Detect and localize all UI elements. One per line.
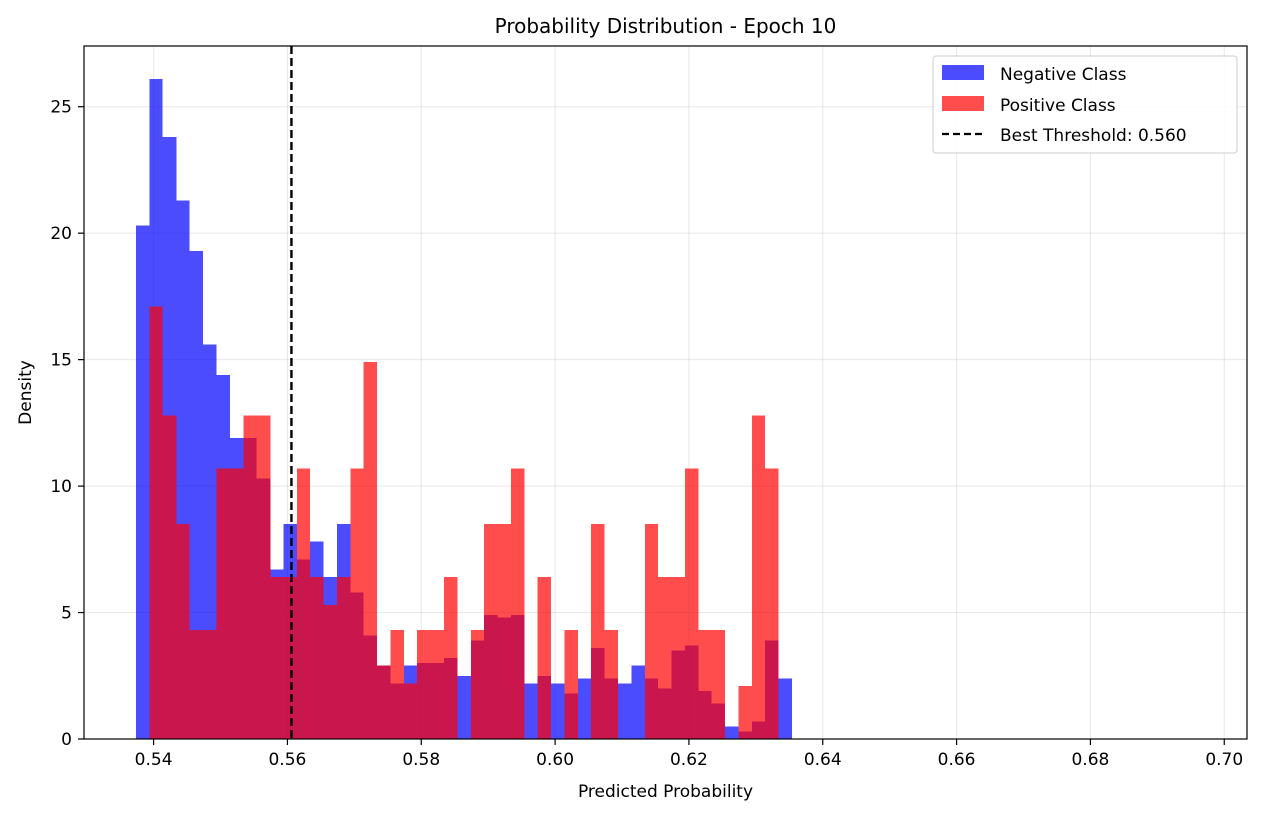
histogram-bar: [270, 577, 284, 739]
x-tick-label: 0.68: [1071, 750, 1109, 770]
legend-label-threshold: Best Threshold: 0.560: [1000, 126, 1187, 146]
x-tick-label: 0.70: [1205, 750, 1243, 770]
histogram-bar: [725, 726, 739, 739]
histogram-bar: [336, 577, 351, 739]
x-tick-label: 0.62: [670, 750, 708, 770]
x-axis-label: Predicted Probability: [578, 782, 753, 802]
x-tick-label: 0.58: [402, 750, 440, 770]
histogram-bar: [350, 468, 364, 739]
histogram-bar: [189, 630, 204, 739]
legend: Negative Class Positive Class Best Thres…: [932, 55, 1238, 154]
histogram-bar: [564, 630, 578, 739]
histogram-bar: [537, 577, 552, 739]
histogram-bar: [711, 630, 726, 739]
histogram-bar: [390, 630, 404, 739]
chart-title: Probability Distribution - Epoch 10: [495, 14, 837, 38]
y-tick-label: 25: [50, 98, 72, 118]
histogram-bar: [617, 683, 632, 739]
x-tick-label: 0.66: [938, 750, 976, 770]
histogram-bar: [604, 630, 618, 739]
histogram-bar: [162, 415, 177, 739]
y-tick-label: 10: [50, 477, 72, 497]
y-tick-label: 15: [50, 351, 72, 371]
x-tick-label: 0.60: [536, 750, 574, 770]
histogram-bar: [310, 577, 324, 739]
histogram-bar: [377, 665, 391, 739]
x-tick-label: 0.64: [804, 750, 842, 770]
plot-frame: [83, 45, 1248, 740]
legend-label-negative: Negative Class: [1000, 65, 1127, 85]
legend-swatch-positive: [942, 96, 984, 111]
histogram-bar: [778, 678, 792, 739]
histogram-bar: [444, 577, 458, 739]
histogram-bar: [176, 524, 190, 739]
histogram-bar: [765, 468, 779, 739]
histogram-bar: [149, 306, 163, 739]
histogram-bar: [189, 250, 204, 739]
histogram-bar: [470, 630, 485, 739]
x-axis: 0.54 0.56 0.58 0.60 0.62 0.64 0.66 0.68 0.70: [135, 739, 1243, 770]
histogram-bar: [323, 604, 337, 739]
histogram-bar: [283, 577, 297, 739]
histogram-bar: [698, 630, 712, 739]
histogram-bar: [203, 630, 217, 739]
histogram-bar: [684, 468, 699, 739]
histogram-bar: [243, 415, 257, 739]
y-tick-label: 0: [61, 730, 72, 750]
histogram-bar: [229, 468, 244, 739]
histogram-bar: [216, 468, 230, 739]
histogram-bar: [363, 362, 378, 739]
histogram-bar: [658, 577, 672, 739]
histogram-bar: [403, 683, 418, 739]
y-axis: 0 5 10 15 20 25: [50, 98, 84, 750]
bars: [136, 78, 792, 740]
histogram-bar: [510, 468, 525, 739]
y-tick-label: 5: [61, 604, 72, 624]
legend-swatch-negative: [942, 65, 984, 80]
histogram-bar: [577, 678, 592, 739]
histogram-bar: [591, 524, 605, 739]
histogram-bar: [671, 577, 685, 739]
histogram-bar: [484, 524, 498, 739]
histogram-bar: [430, 630, 445, 739]
histogram-bar: [738, 685, 752, 739]
legend-box: [932, 55, 1238, 154]
y-axis-label: Density: [16, 360, 36, 425]
y-tick-label: 20: [50, 224, 72, 244]
x-tick-label: 0.56: [268, 750, 306, 770]
histogram-bar: [524, 683, 538, 739]
series-positive: [149, 306, 779, 739]
histogram-bar: [417, 630, 431, 739]
histogram-bar: [136, 225, 150, 739]
histogram-bar: [296, 468, 311, 739]
x-tick-label: 0.54: [135, 750, 173, 770]
histogram-bar: [457, 675, 471, 739]
histogram-bar: [631, 665, 645, 739]
histogram-bar: [751, 415, 766, 739]
histogram-bar: [256, 415, 271, 739]
histogram-bar: [551, 683, 565, 739]
histogram-bar: [497, 524, 511, 739]
histogram-bar: [644, 524, 659, 739]
legend-label-positive: Positive Class: [1000, 96, 1116, 116]
